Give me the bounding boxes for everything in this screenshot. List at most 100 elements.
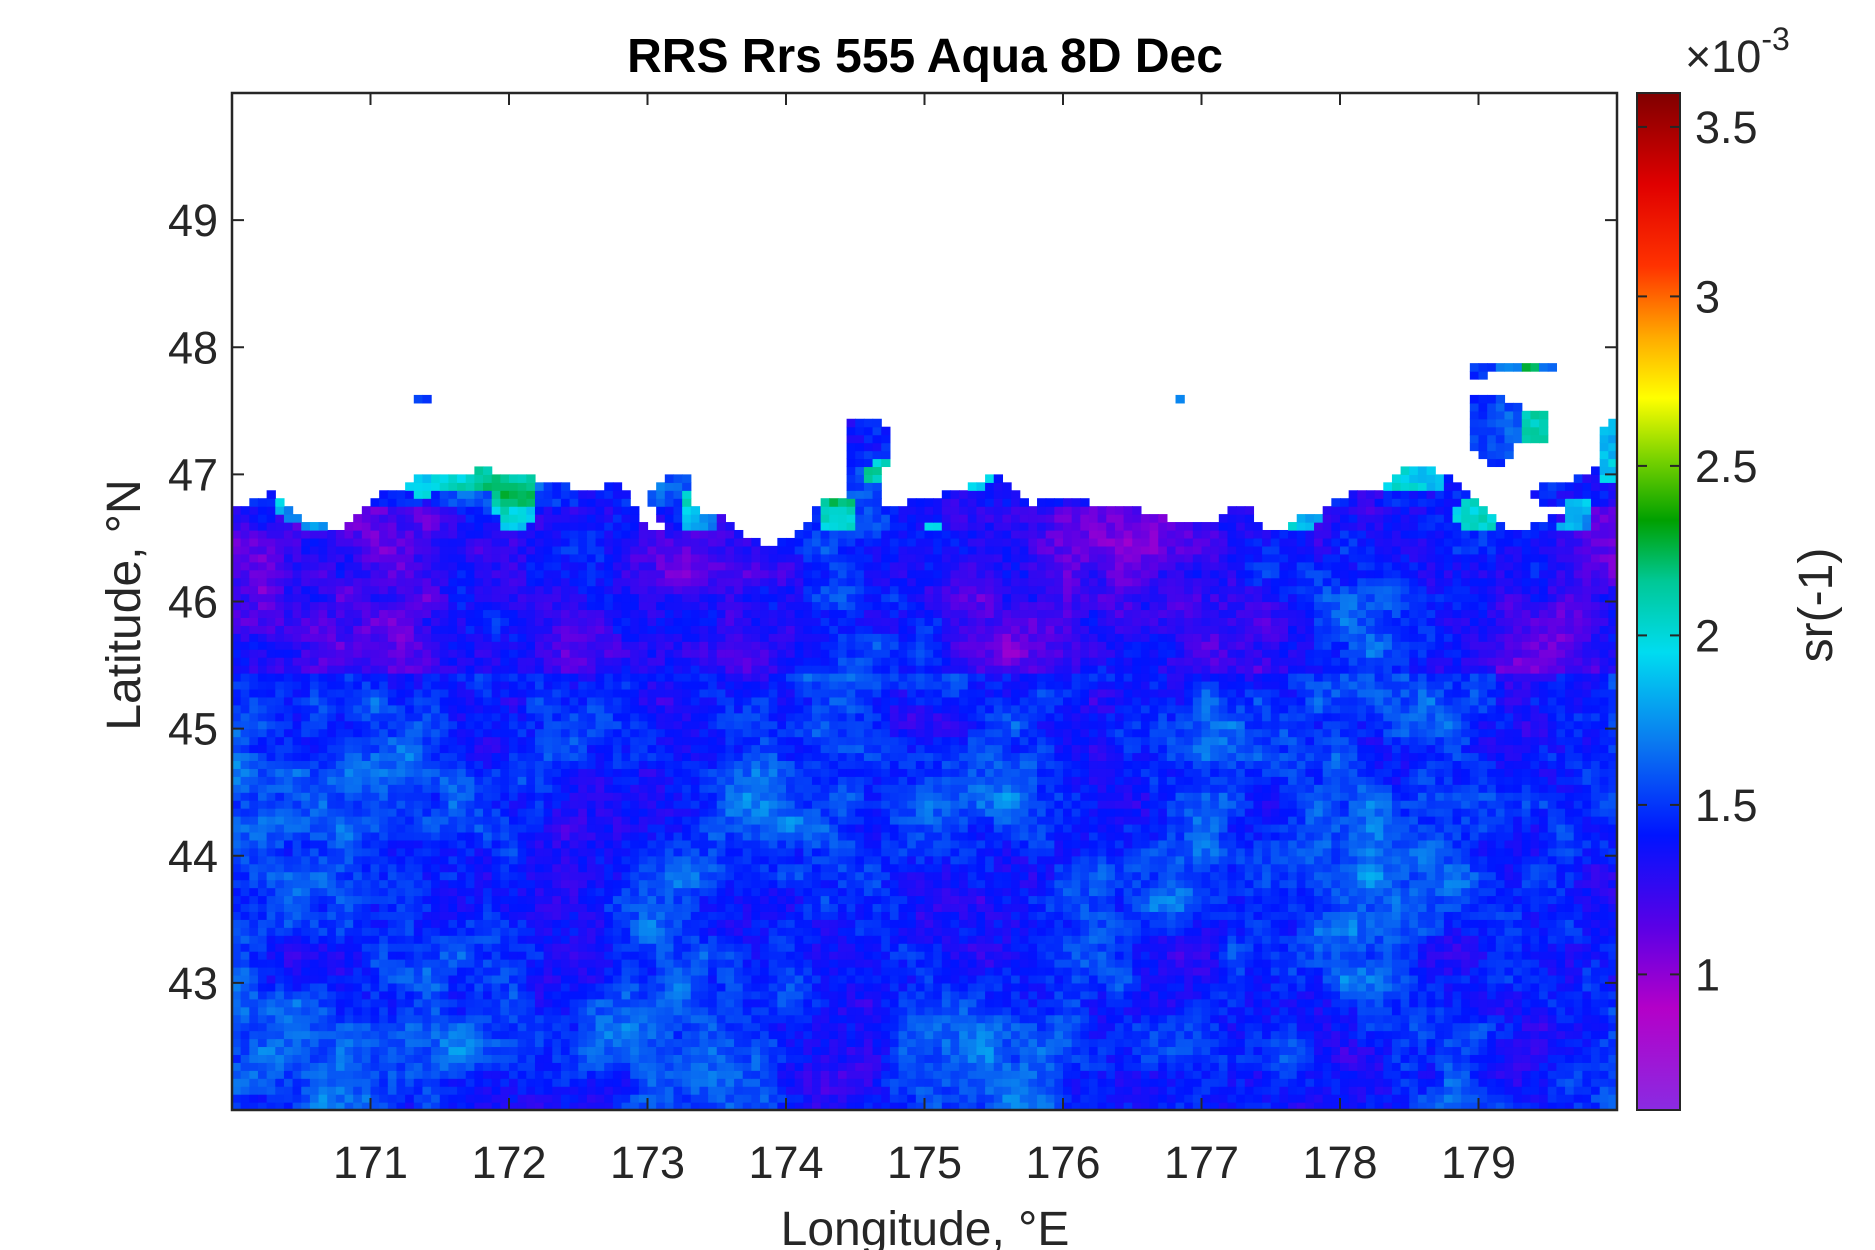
heatmap-cell <box>1115 1031 1124 1040</box>
heatmap-cell <box>665 1094 674 1103</box>
heatmap-cell <box>293 1078 302 1087</box>
heatmap-cell <box>890 919 899 928</box>
heatmap-cell <box>1297 888 1306 897</box>
heatmap-cell <box>838 1023 847 1032</box>
heatmap-cell <box>630 991 639 1000</box>
heatmap-cell <box>933 864 942 873</box>
heatmap-cell <box>1565 1054 1574 1063</box>
heatmap-cell <box>1297 1015 1306 1024</box>
heatmap-cell <box>1401 967 1410 976</box>
heatmap-cell <box>691 1007 700 1016</box>
heatmap-cell <box>1375 1015 1384 1024</box>
heatmap-cell <box>838 1062 847 1071</box>
heatmap-cell <box>1288 872 1297 881</box>
heatmap-cell <box>388 1031 397 1040</box>
heatmap-cell <box>864 919 873 928</box>
heatmap-cell <box>414 1031 423 1040</box>
heatmap-cell <box>1297 1094 1306 1103</box>
heatmap-cell <box>682 1094 691 1103</box>
heatmap-cell <box>371 1086 380 1095</box>
heatmap-cell <box>1210 872 1219 881</box>
heatmap-cell <box>327 903 336 912</box>
heatmap-cell <box>777 927 786 936</box>
heatmap-cell <box>1582 935 1591 944</box>
heatmap-cell <box>812 1094 821 1103</box>
heatmap-cell <box>1504 880 1513 889</box>
heatmap-cell <box>353 959 362 968</box>
heatmap-cell <box>500 856 509 865</box>
heatmap-cell <box>1167 872 1176 881</box>
heatmap-cell <box>336 888 345 897</box>
heatmap-cell <box>613 864 622 873</box>
heatmap-cell <box>1002 1038 1011 1047</box>
heatmap-cell <box>353 1078 362 1087</box>
heatmap-cell <box>500 1023 509 1032</box>
heatmap-cell <box>933 1094 942 1103</box>
heatmap-cell <box>249 935 258 944</box>
heatmap-cell <box>1539 991 1548 1000</box>
heatmap-cell <box>1375 1031 1384 1040</box>
heatmap-cell <box>1496 919 1505 928</box>
heatmap-cell <box>1383 872 1392 881</box>
heatmap-cell <box>1487 1054 1496 1063</box>
heatmap-cell <box>327 1023 336 1032</box>
heatmap-cell <box>1418 983 1427 992</box>
heatmap-cell <box>769 1023 778 1032</box>
heatmap-cell <box>847 1094 856 1103</box>
heatmap-cell <box>578 1046 587 1055</box>
heatmap-cell <box>1444 1094 1453 1103</box>
heatmap-cell <box>630 888 639 897</box>
heatmap-cell <box>1245 864 1254 873</box>
heatmap-cell <box>864 967 873 976</box>
heatmap-cell <box>405 864 414 873</box>
heatmap-cell <box>1124 975 1133 984</box>
heatmap-cell <box>284 1023 293 1032</box>
heatmap-cell <box>1271 1086 1280 1095</box>
heatmap-cell <box>1158 1070 1167 1079</box>
heatmap-cell <box>552 1062 561 1071</box>
heatmap-cell <box>275 991 284 1000</box>
heatmap-cell <box>708 1023 717 1032</box>
heatmap-cell <box>466 959 475 968</box>
heatmap-cell <box>899 1023 908 1032</box>
heatmap-cell <box>950 1015 959 1024</box>
heatmap-cell <box>1314 919 1323 928</box>
heatmap-cell <box>751 927 760 936</box>
heatmap-cell <box>492 1023 501 1032</box>
heatmap-cell <box>232 919 241 928</box>
heatmap-cell <box>535 903 544 912</box>
heatmap-cell <box>310 951 319 960</box>
heatmap-cell <box>258 872 267 881</box>
heatmap-cell <box>371 864 380 873</box>
heatmap-cell <box>1150 999 1159 1008</box>
heatmap-cell <box>1072 1078 1081 1087</box>
heatmap-cell <box>422 983 431 992</box>
heatmap-cell <box>1461 943 1470 952</box>
heatmap-cell <box>873 880 882 889</box>
heatmap-cell <box>855 1046 864 1055</box>
heatmap-cell <box>1453 959 1462 968</box>
heatmap-cell <box>1435 959 1444 968</box>
heatmap-cell <box>1132 1062 1141 1071</box>
heatmap-cell <box>336 935 345 944</box>
heatmap-cell <box>890 1031 899 1040</box>
heatmap-cell <box>717 975 726 984</box>
heatmap-cell <box>1063 872 1072 881</box>
heatmap-cell <box>838 951 847 960</box>
heatmap-cell <box>327 951 336 960</box>
heatmap-cell <box>1366 1094 1375 1103</box>
heatmap-cell <box>1383 975 1392 984</box>
heatmap-cell <box>1046 1094 1055 1103</box>
heatmap-cell <box>483 967 492 976</box>
heatmap-cell <box>388 927 397 936</box>
heatmap-cell <box>1054 1062 1063 1071</box>
heatmap-cell <box>1011 1070 1020 1079</box>
heatmap-cell <box>284 1046 293 1055</box>
heatmap-cell <box>1565 1062 1574 1071</box>
heatmap-cell <box>1418 959 1427 968</box>
heatmap-cell <box>241 1031 250 1040</box>
heatmap-cell <box>1453 935 1462 944</box>
heatmap-cell <box>1383 1054 1392 1063</box>
heatmap-cell <box>362 903 371 912</box>
heatmap-cell <box>1487 1078 1496 1087</box>
